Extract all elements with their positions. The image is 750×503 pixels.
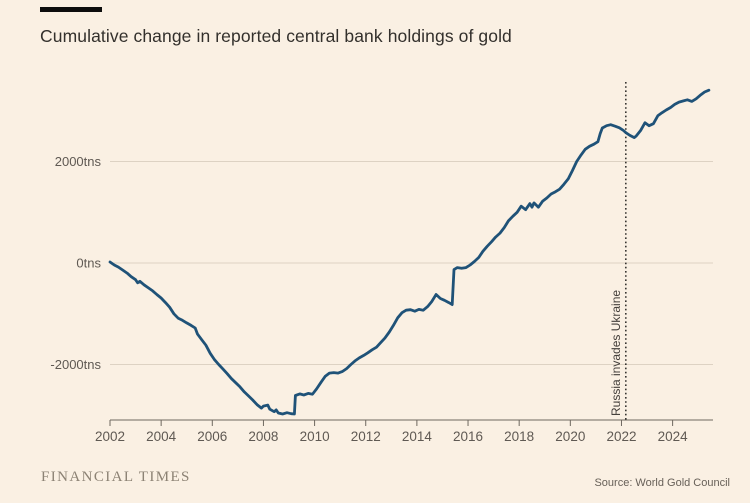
- gold-holdings-series-line: [108, 88, 711, 416]
- source-attribution: Source: World Gold Council: [594, 477, 730, 489]
- x-tick-label: 2016: [453, 429, 483, 444]
- x-tick-label: 2012: [351, 429, 381, 444]
- y-tick-label: 0tns: [76, 256, 101, 271]
- chart-title: Cumulative change in reported central ba…: [40, 26, 512, 46]
- event-annotation-label: Russia invades Ukraine: [609, 290, 623, 416]
- x-tick-label: 2014: [402, 429, 433, 444]
- y-tick-label: 2000tns: [55, 154, 102, 169]
- x-tick-label: 2008: [248, 429, 278, 444]
- financial-times-logo: FINANCIAL TIMES: [41, 469, 191, 485]
- x-tick-label: 2004: [146, 429, 177, 444]
- x-tick-label: 2022: [606, 429, 636, 444]
- x-tick-label: 2006: [197, 429, 227, 444]
- x-tick-label: 2024: [658, 429, 689, 444]
- x-tick-label: 2018: [504, 429, 534, 444]
- x-tick-label: 2010: [300, 429, 330, 444]
- x-tick-label: 2002: [95, 429, 125, 444]
- brand-accent-bar: [40, 7, 102, 12]
- y-tick-label: -2000tns: [50, 357, 101, 372]
- x-tick-label: 2020: [555, 429, 585, 444]
